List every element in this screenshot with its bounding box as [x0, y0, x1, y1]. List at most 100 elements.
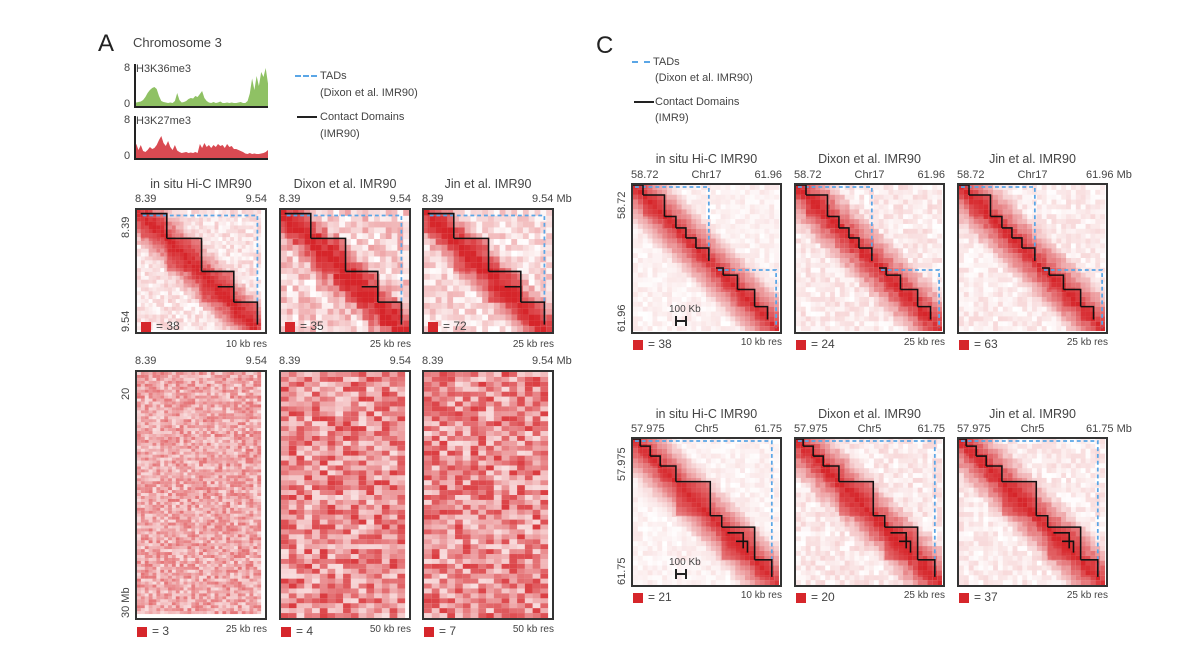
x-chromosome-label: Chr5 [857, 423, 882, 435]
domain-block [675, 481, 711, 516]
x-tick-start: 57.975 [794, 423, 828, 435]
contact-domain-boundary [806, 194, 829, 217]
color-scale-value: = 21 [648, 590, 672, 604]
contact-heatmap [135, 208, 267, 334]
contact-domain-boundary [310, 237, 347, 272]
domain-block [633, 185, 644, 196]
x-tick-start: 57.975 [631, 423, 665, 435]
contact-heatmap [279, 370, 411, 620]
domain-block [675, 227, 686, 238]
track-ymax: 8 [124, 62, 131, 74]
domain-block [917, 306, 931, 320]
domain-block [377, 302, 402, 325]
contact-heatmap [422, 208, 554, 334]
color-swatch-icon [428, 322, 438, 333]
contact-domain-boundary [858, 247, 873, 261]
y-tick-end: 61.96 [616, 304, 628, 332]
contact-domain-boundary [796, 439, 804, 447]
y-tick-end: 9.54 [120, 310, 132, 332]
x-chromosome-label: Chr5 [1020, 423, 1045, 435]
domain-block [806, 195, 828, 217]
color-swatch-icon [959, 340, 969, 351]
contact-domain-boundary [427, 212, 455, 239]
domain-block [685, 237, 696, 248]
domain-block [664, 216, 676, 228]
color-swatch-icon [285, 322, 295, 333]
contact-domain-boundary [217, 286, 235, 303]
color-swatch-icon [796, 593, 806, 604]
contact-heatmap [135, 370, 267, 620]
track-area-chart [134, 64, 268, 108]
track-h3k27me3: 8 0 H3K27me3 [118, 114, 268, 162]
domain-block [640, 446, 651, 457]
contact-domain-boundary [1047, 526, 1082, 560]
legend-c-domains: Contact Domains [634, 96, 739, 108]
contact-domain-boundary [1080, 559, 1099, 577]
domain-block [1001, 227, 1012, 238]
domain-block [1080, 306, 1094, 320]
contact-domain-boundary [959, 185, 970, 196]
color-scale-legend: = 63 [959, 337, 998, 351]
color-scale-value: = 4 [296, 624, 314, 638]
color-scale-value: = 35 [300, 319, 324, 333]
contact-domain-boundary [1021, 247, 1036, 261]
domain-block [1036, 515, 1048, 528]
legend-tads-sub: (Dixon et al. IMR90) [320, 87, 418, 99]
color-scale-legend: = 72 [428, 319, 467, 333]
color-scale-legend: = 38 [141, 319, 180, 333]
x-tick-end: 61.75 [754, 423, 782, 435]
color-swatch-icon [796, 340, 806, 351]
resolution-label: 25 kb res [512, 339, 554, 350]
color-scale-legend: = 7 [424, 624, 456, 638]
legend-domains: Contact Domains [297, 111, 404, 123]
color-scale-value: = 3 [152, 624, 170, 638]
legend-c-tads: TADs [632, 56, 680, 68]
contact-domain-boundary [1053, 532, 1070, 549]
scale-bar-line [675, 573, 685, 575]
contact-domain-boundary [736, 540, 749, 553]
contact-domain-boundary [675, 227, 687, 238]
color-scale-legend: = 4 [281, 624, 313, 638]
contact-heatmap [422, 370, 554, 620]
x-chromosome-label: Chr17 [691, 169, 722, 181]
domain-block [873, 515, 885, 528]
domain-block [754, 559, 772, 577]
domain-block [504, 286, 521, 303]
color-scale-legend: = 35 [285, 319, 324, 333]
contact-heatmap [631, 437, 782, 587]
domain-block [990, 216, 1002, 228]
x-tick-start: 8.39 [135, 355, 157, 367]
scale-bar-line [675, 320, 685, 322]
domain-block [823, 466, 839, 482]
contact-domain-boundary [900, 288, 919, 307]
domain-block [917, 559, 935, 577]
resolution-label: 10 kb res [740, 590, 782, 601]
color-scale-legend: = 20 [796, 590, 835, 604]
contact-domain-boundary [721, 526, 756, 560]
color-swatch-icon [633, 593, 643, 604]
domain-block [796, 185, 807, 196]
tad-boundary [797, 440, 936, 577]
domain-block [886, 275, 901, 290]
x-tick-end: 61.75 [917, 423, 945, 435]
contact-domain-boundary [166, 237, 203, 272]
contact-domain-boundary [959, 439, 967, 447]
x-tick-end: 9.54 [389, 355, 411, 367]
domain-block [858, 247, 872, 261]
domain-block [361, 286, 378, 303]
domain-block [233, 302, 258, 325]
domain-block [710, 515, 722, 528]
x-tick-start: 8.39 [422, 355, 444, 367]
x-tick-end: 61.96 [917, 169, 945, 181]
contact-domain-boundary [633, 439, 641, 447]
domain-block [1062, 541, 1074, 553]
color-swatch-icon [633, 340, 643, 351]
domain-block [838, 227, 849, 238]
contact-domain-boundary [899, 540, 912, 553]
domain-block [890, 532, 907, 549]
color-scale-value: = 24 [811, 337, 835, 351]
color-swatch-icon [281, 627, 291, 638]
color-scale-value: = 37 [974, 590, 998, 604]
contact-domain-boundary [838, 227, 850, 238]
contact-domain-boundary [986, 465, 1003, 482]
